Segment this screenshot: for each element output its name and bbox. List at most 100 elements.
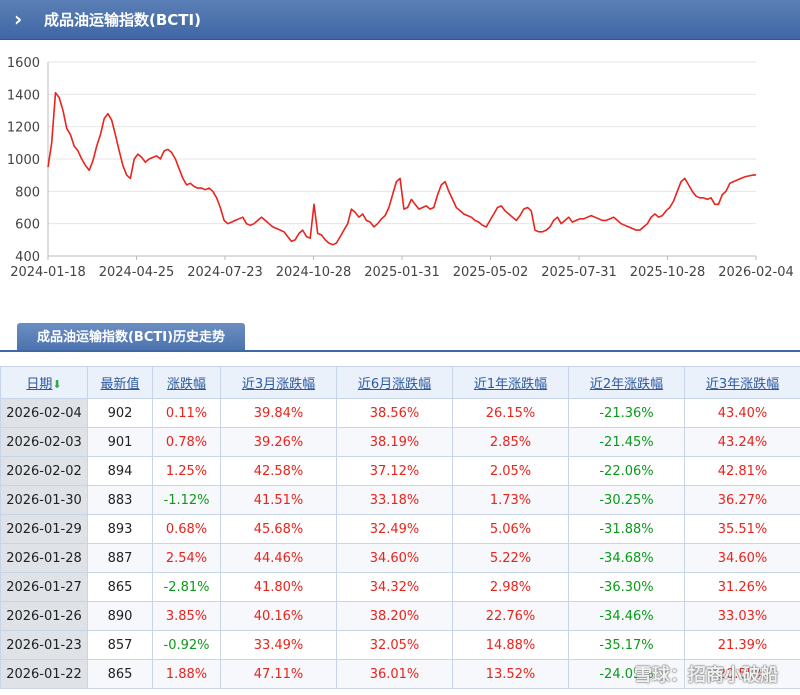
cell-change: -34.68% xyxy=(568,543,685,573)
cell-date: 2026-01-23 xyxy=(0,630,88,660)
cell-change: 35.51% xyxy=(684,514,800,544)
cell-value: 883 xyxy=(87,485,153,515)
cell-date: 2026-02-04 xyxy=(0,398,88,428)
cell-value: 902 xyxy=(87,398,153,428)
cell-change: 41.51% xyxy=(220,485,337,515)
header-bar: › 成品油运输指数(BCTI) xyxy=(0,0,800,40)
column-header-latest[interactable]: 最新值 xyxy=(87,366,153,399)
cell-change: -24.05% xyxy=(568,659,685,689)
cell-change: 21.39% xyxy=(684,630,800,660)
cell-change: 0.78% xyxy=(152,427,221,457)
cell-change: 5.22% xyxy=(452,543,569,573)
x-tick-label: 2025-07-31 xyxy=(541,265,617,280)
x-tick-label: 2025-05-02 xyxy=(453,265,529,280)
cell-value: 857 xyxy=(87,630,153,660)
cell-date: 2026-01-27 xyxy=(0,572,88,602)
table-row: 2026-02-04 902 0.11% 39.84% 38.56% 26.15% -21.… xyxy=(0,398,800,428)
cell-value: 901 xyxy=(87,427,153,457)
column-header-date[interactable]: 日期⬇ xyxy=(0,366,88,399)
cell-change: 0.68% xyxy=(152,514,221,544)
table-row: 2026-02-02 894 1.25% 42.58% 37.12% 2.05% -22.0… xyxy=(0,456,800,486)
cell-change: 33.18% xyxy=(336,485,453,515)
chevron-right-icon[interactable]: › xyxy=(14,7,23,31)
cell-change: 47.11% xyxy=(220,659,337,689)
cell-change: 31.26% xyxy=(684,572,800,602)
x-tick-label: 2025-10-28 xyxy=(630,265,706,280)
cell-change: 5.06% xyxy=(452,514,569,544)
table-row: 2026-01-22 865 1.88% 47.11% 36.01% 13.52% -24.… xyxy=(0,659,800,689)
y-tick-label: 400 xyxy=(15,250,40,265)
tab-history[interactable]: 成品油运输指数(BCTI)历史走势 xyxy=(17,323,245,352)
tab-underline xyxy=(0,350,800,352)
series-line xyxy=(47,91,757,246)
cell-date: 2026-01-29 xyxy=(0,514,88,544)
table-row: 2026-01-26 890 3.85% 40.16% 38.20% 22.76% -34.… xyxy=(0,601,800,631)
table-row: 2026-01-28 887 2.54% 44.46% 34.60% 5.22% -34.6… xyxy=(0,543,800,573)
cell-change: 32.49% xyxy=(336,514,453,544)
cell-change: -21.36% xyxy=(568,398,685,428)
cell-change: -35.17% xyxy=(568,630,685,660)
table-header-row: 日期⬇ 最新值 涨跌幅 近3月涨跌幅 近6月涨跌幅 近1年涨跌幅 近2年涨跌幅 … xyxy=(0,366,800,399)
cell-change: 38.56% xyxy=(336,398,453,428)
sort-down-icon[interactable]: ⬇ xyxy=(52,378,62,391)
column-header-change[interactable]: 涨跌幅 xyxy=(152,366,221,399)
cell-change: 13.52% xyxy=(452,659,569,689)
x-tick-label: 2024-07-23 xyxy=(187,265,263,280)
cell-value: 865 xyxy=(87,659,153,689)
cell-change: 3.85% xyxy=(152,601,221,631)
table-body: 2026-02-04 902 0.11% 39.84% 38.56% 26.15% -21.… xyxy=(0,398,800,689)
cell-change: -2.81% xyxy=(152,572,221,602)
cell-change: 44.46% xyxy=(220,543,337,573)
cell-change: 43.40% xyxy=(684,398,800,428)
table-row: 2026-01-23 857 -0.92% 33.49% 32.05% 14.88% -35… xyxy=(0,630,800,660)
cell-change: 2.98% xyxy=(452,572,569,602)
y-tick-label: 600 xyxy=(15,218,40,233)
cell-change: -0.92% xyxy=(152,630,221,660)
cell-change: 37.12% xyxy=(336,456,453,486)
x-tick-label: 2024-04-25 xyxy=(99,265,175,280)
cell-change: 2.54% xyxy=(152,543,221,573)
cell-date: 2026-01-26 xyxy=(0,601,88,631)
column-header-6m[interactable]: 近6月涨跌幅 xyxy=(336,366,453,399)
cell-change: -21.45% xyxy=(568,427,685,457)
column-header-1y[interactable]: 近1年涨跌幅 xyxy=(452,366,569,399)
cell-value: 865 xyxy=(87,572,153,602)
cell-change: 1.73% xyxy=(452,485,569,515)
cell-change: -34.46% xyxy=(568,601,685,631)
cell-change: 34.32% xyxy=(336,572,453,602)
cell-change: 33.03% xyxy=(684,601,800,631)
cell-change: 41.80% xyxy=(220,572,337,602)
column-header-2y[interactable]: 近2年涨跌幅 xyxy=(568,366,685,399)
cell-value: 893 xyxy=(87,514,153,544)
cell-change: 14.88% xyxy=(452,630,569,660)
cell-change: 20.55% xyxy=(684,659,800,689)
cell-change: 2.05% xyxy=(452,456,569,486)
cell-change: 22.76% xyxy=(452,601,569,631)
cell-change: 38.19% xyxy=(336,427,453,457)
y-tick-label: 1400 xyxy=(7,88,40,103)
cell-date: 2026-01-28 xyxy=(0,543,88,573)
cell-change: 2.85% xyxy=(452,427,569,457)
cell-change: 0.11% xyxy=(152,398,221,428)
cell-change: 36.27% xyxy=(684,485,800,515)
watermark: 雪球：招商小破船 xyxy=(634,665,778,686)
cell-change: 39.84% xyxy=(220,398,337,428)
column-header-3y[interactable]: 近3年涨跌幅 xyxy=(684,366,800,399)
table-row: 2026-01-29 893 0.68% 45.68% 32.49% 5.06% -31.8… xyxy=(0,514,800,544)
cell-change: -22.06% xyxy=(568,456,685,486)
cell-change: 45.68% xyxy=(220,514,337,544)
cell-change: 43.24% xyxy=(684,427,800,457)
y-tick-label: 1600 xyxy=(7,56,40,71)
table-row: 2026-02-03 901 0.78% 39.26% 38.19% 2.85% -21.4… xyxy=(0,427,800,457)
cell-value: 887 xyxy=(87,543,153,573)
cell-value: 890 xyxy=(87,601,153,631)
cell-change: 33.49% xyxy=(220,630,337,660)
page-title: 成品油运输指数(BCTI) xyxy=(44,11,201,29)
table-row: 2026-01-27 865 -2.81% 41.80% 34.32% 2.98% -36.… xyxy=(0,572,800,602)
cell-change: -36.30% xyxy=(568,572,685,602)
x-tick-label: 2025-01-31 xyxy=(364,265,440,280)
cell-date: 2026-02-02 xyxy=(0,456,88,486)
column-header-3m[interactable]: 近3月涨跌幅 xyxy=(220,366,337,399)
table-row: 2026-01-30 883 -1.12% 41.51% 33.18% 1.73% -30.… xyxy=(0,485,800,515)
x-tick-label: 2026-02-04 xyxy=(718,265,794,280)
